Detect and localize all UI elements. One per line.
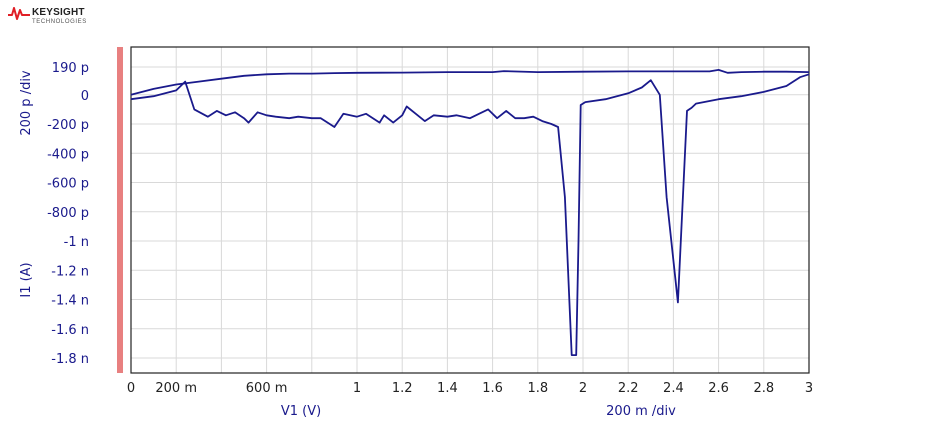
x-tick-labels: 0 200 m 600 m 1 1.2 1.4 1.6 1.8 2 2.2 2.4 2.6 2.8 3 xyxy=(127,381,813,396)
x-axis-label: V1 (V) xyxy=(281,404,321,419)
x-tick-label: 2.8 xyxy=(753,381,774,396)
x-tick-label: 1.4 xyxy=(437,381,458,396)
plot-area-frame xyxy=(130,46,810,374)
x-tick-label: 1 xyxy=(353,381,361,396)
y-axis-label: I1 (A) xyxy=(19,262,34,297)
iv-trace-1 xyxy=(130,73,810,357)
x-tick-label: 600 m xyxy=(246,381,288,396)
logo-brand-text: KEYSIGHT xyxy=(32,7,85,18)
y-scale-label: 200 p /div xyxy=(19,70,34,136)
y-tick-label: -600 p xyxy=(47,177,89,192)
keysight-wave-icon xyxy=(8,7,30,20)
keysight-logo: KEYSIGHT TECHNOLOGIES xyxy=(8,6,98,30)
y-tick-label: -400 p xyxy=(47,147,89,162)
x-tick-label: 1.8 xyxy=(527,381,548,396)
x-tick-label: 2.4 xyxy=(663,381,684,396)
y-tick-label: -1 n xyxy=(64,235,89,250)
y-tick-label: -1.6 n xyxy=(51,323,89,338)
iv-trace-2 xyxy=(130,69,810,96)
x-tick-label: 1.6 xyxy=(482,381,503,396)
y-tick-label: 0 xyxy=(81,89,89,104)
x-tick-label: 2 xyxy=(579,381,587,396)
x-tick-label: 200 m xyxy=(155,381,197,396)
y-tick-label: -1.2 n xyxy=(51,264,89,279)
x-tick-label: 2.6 xyxy=(708,381,729,396)
x-scale-label: 200 m /div xyxy=(606,404,676,419)
active-trace-marker-bar[interactable] xyxy=(117,47,123,373)
y-tick-label: -1.8 n xyxy=(51,352,89,367)
x-tick-label: 3 xyxy=(805,381,813,396)
y-tick-label: 190 p xyxy=(52,61,89,76)
y-tick-label: -1.4 n xyxy=(51,294,89,309)
y-tick-labels: 190 p 0 -200 p -400 p -600 p -800 p -1 n -1.2 n… xyxy=(47,61,89,367)
x-tick-label: 2.2 xyxy=(618,381,639,396)
chart-grid xyxy=(130,47,810,373)
x-tick-label: 0 xyxy=(127,381,135,396)
y-tick-label: -200 p xyxy=(47,118,89,133)
y-tick-label: -800 p xyxy=(47,206,89,221)
logo-tagline-text: TECHNOLOGIES xyxy=(32,19,87,25)
x-tick-label: 1.2 xyxy=(392,381,413,396)
chart-traces xyxy=(130,69,810,357)
